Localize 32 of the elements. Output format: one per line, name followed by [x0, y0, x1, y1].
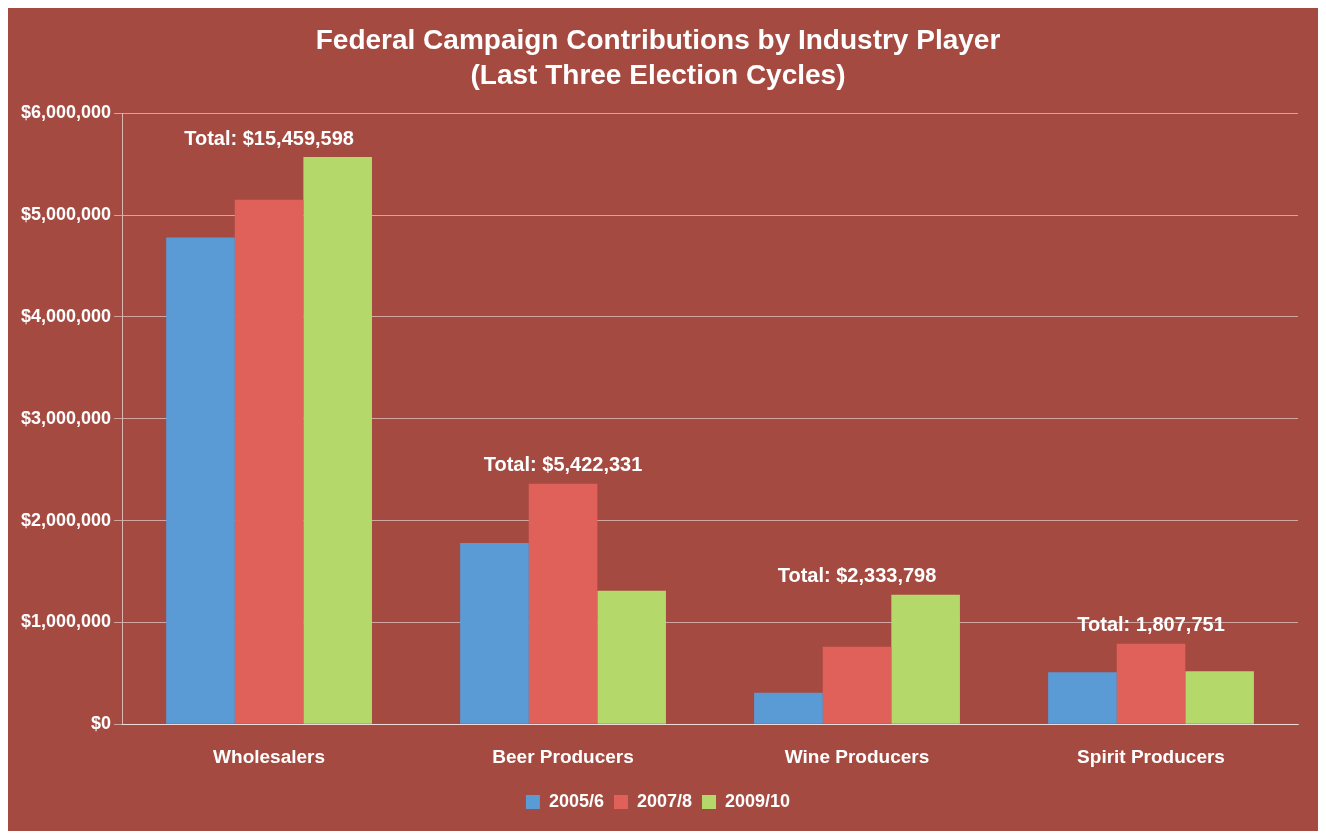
x-tick-label: Spirit Producers: [1077, 745, 1225, 767]
bar: [1185, 671, 1254, 724]
y-tick-label: $5,000,000: [20, 204, 112, 224]
bar: [303, 156, 372, 724]
annotation: Total: $15,459,598: [184, 126, 354, 149]
bar: [597, 590, 666, 724]
annotation: Total: 1,807,751: [1077, 613, 1225, 636]
y-tick-label: $0: [91, 713, 112, 734]
bar: [1116, 643, 1186, 724]
bar: [754, 692, 823, 724]
bar: [166, 237, 235, 724]
bar: [528, 483, 598, 724]
bar: [460, 542, 529, 724]
y-tick-label: $2,000,000: [20, 509, 112, 530]
bar: [1048, 672, 1117, 724]
y-tick-label: $3,000,000: [20, 407, 112, 428]
x-tick-label: Wine Producers: [784, 745, 930, 767]
bar: [822, 646, 892, 724]
legend-label: 2009/10: [725, 790, 791, 811]
legend-label: 2007/8: [636, 790, 693, 811]
y-tick-label: $6,000,000: [20, 102, 112, 123]
y-tick-label: $1,000,000: [20, 611, 112, 632]
bar: [891, 594, 960, 724]
chart-title: Federal Campaign Contributions by Industry Player: [315, 23, 1001, 55]
y-tick-label: $4,000,000: [20, 305, 112, 326]
annotation: Total: $5,422,331: [483, 453, 643, 476]
chart-subtitle: (Last Three Election Cycles): [470, 59, 846, 91]
bar: [234, 199, 304, 724]
legend-label: 2005/6: [548, 790, 604, 811]
x-tick-label: Beer Producers: [492, 745, 634, 767]
annotation: Total: $2,333,798: [777, 564, 937, 587]
x-tick-label: Wholesalers: [213, 745, 326, 767]
